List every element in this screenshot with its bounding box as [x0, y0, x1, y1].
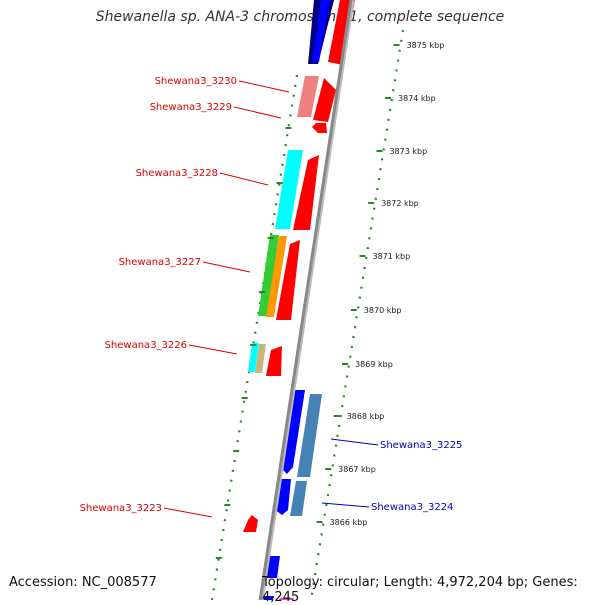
gene-block-3229-arrow — [313, 78, 336, 122]
gene-label: Shewana3_3230 — [155, 76, 237, 87]
gene-leader-line — [238, 80, 290, 93]
kbp-label: 3870 kbp — [364, 306, 402, 315]
kbp-label: 3869 kbp — [355, 360, 393, 369]
kbp-label: 3866 kbp — [330, 518, 368, 527]
gene-block-3229-small — [312, 123, 327, 133]
gene-label: Shewana3_3226 — [105, 340, 187, 351]
gene-block-3223 — [243, 515, 258, 532]
gene-block-3228 — [275, 150, 303, 229]
map-title: Shewanella sp. ANA-3 chromosome 1, compl… — [95, 9, 505, 25]
gene-block-3225-steel — [297, 394, 322, 477]
gene-block-blue — [312, 0, 330, 62]
backbone-line — [258, 0, 353, 600]
accession-text: Accession: NC_008577 — [9, 575, 157, 590]
gene-block-3226-cyan — [248, 343, 259, 372]
gene-block-bottom-blue-2 — [261, 596, 274, 600]
topology-text: Topology: circular; Length: 4,972,204 bp… — [262, 575, 578, 605]
gene-label: Shewana3_3229 — [150, 102, 232, 113]
gene-block-3228-arrow — [293, 155, 319, 230]
gene-block-3224-steel — [290, 481, 307, 516]
gene-label: Shewana3_3227 — [119, 257, 201, 268]
gene-label: Shewana3_3223 — [80, 503, 162, 514]
kbp-label: 3872 kbp — [381, 199, 419, 208]
gene-leader-line — [219, 172, 269, 186]
gene-label: Shewana3_3225 — [380, 440, 462, 451]
kbp-label: 3867 kbp — [338, 465, 376, 474]
gene-label: Shewana3_3224 — [371, 502, 453, 513]
gene-leader-line — [330, 438, 379, 446]
kbp-label: 3874 kbp — [398, 94, 436, 103]
gene-leader-line — [233, 106, 282, 119]
gene-leader-line — [163, 507, 213, 518]
kbp-label: 3868 kbp — [347, 412, 385, 421]
kbp-label: 3871 kbp — [373, 252, 411, 261]
gene-block-3226-tan — [255, 344, 266, 373]
gene-block-3226-arrow — [266, 346, 282, 376]
gene-label: Shewana3_3228 — [136, 168, 218, 179]
gene-leader-line — [202, 261, 251, 273]
gene-block-3227-green — [258, 235, 279, 316]
gene-block-3227-orange — [266, 236, 287, 317]
kbp-label: 3875 kbp — [407, 41, 445, 50]
gene-block-3227-arrow — [276, 240, 300, 320]
backbone-shadow — [260, 0, 355, 600]
gene-leader-line — [188, 344, 238, 355]
kbp-label: 3873 kbp — [389, 147, 427, 156]
outer-dotted-ring — [309, 29, 405, 600]
gene-block-3230 — [297, 76, 319, 117]
gene-leader-line — [321, 502, 370, 508]
